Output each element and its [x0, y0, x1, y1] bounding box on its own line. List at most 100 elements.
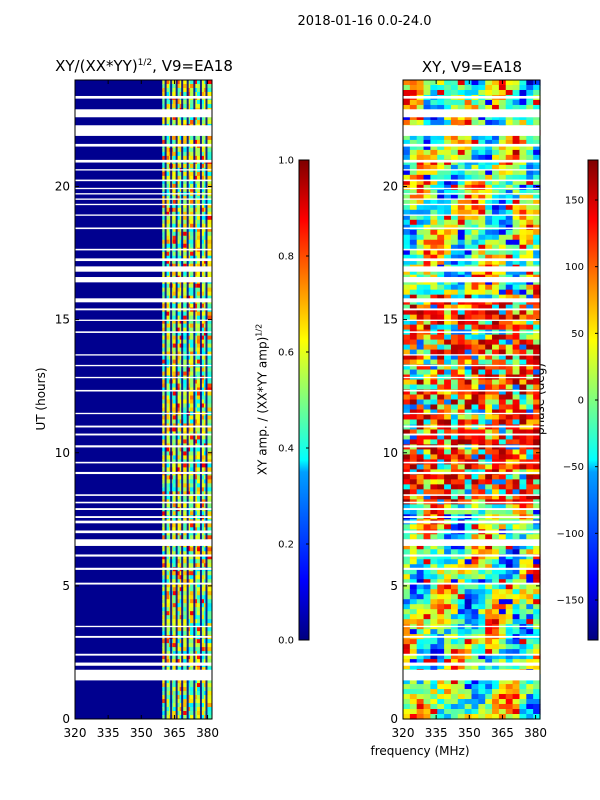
right-flagged-row — [403, 516, 540, 518]
right-heatmap-cell — [505, 119, 514, 126]
right-heatmap-cell — [403, 169, 411, 176]
left-heatmap-cell — [176, 511, 181, 516]
right-heatmap-cell — [430, 644, 438, 650]
left-heatmap-cell — [162, 151, 167, 157]
right-heatmap-cell — [416, 134, 425, 141]
right-heatmap-cell — [423, 259, 431, 266]
right-heatmap-cell — [409, 219, 418, 226]
right-heatmap-cell — [430, 284, 438, 291]
right-heatmap-cell — [416, 584, 425, 590]
right-heatmap-cell — [437, 219, 445, 226]
right-heatmap-cell — [416, 449, 425, 456]
left-heatmap-cell — [190, 379, 195, 385]
left-heatmap-cell — [162, 287, 167, 293]
left-heatmap-cell — [197, 251, 202, 257]
right-heatmap-cell — [471, 284, 479, 291]
left-heatmap-cell — [183, 367, 188, 373]
right-heatmap-cell — [492, 219, 500, 226]
left-heatmap-cell — [207, 575, 212, 580]
left-heatmap-cell — [193, 271, 198, 277]
right-heatmap-cell — [464, 454, 473, 461]
right-heatmap-cell — [505, 189, 514, 196]
left-heatmap-cell — [200, 195, 205, 201]
right-heatmap-cell — [423, 389, 431, 396]
right-heatmap-cell — [485, 309, 493, 316]
left-heatmap-cell — [172, 527, 177, 532]
right-heatmap-cell — [464, 284, 473, 291]
right-heatmap-cell — [457, 309, 466, 316]
left-heatmap-cell — [190, 483, 195, 488]
right-heatmap-cell — [478, 234, 486, 241]
right-heatmap-cell — [437, 454, 445, 461]
left-heatmap-cell — [162, 475, 167, 480]
right-heatmap-cell — [505, 364, 514, 371]
left-heatmap-cell — [200, 203, 205, 209]
right-heatmap-cell — [403, 369, 411, 376]
right-heatmap-cell — [464, 559, 473, 565]
right-heatmap-cell — [512, 244, 521, 251]
left-heatmap-cell — [162, 155, 167, 161]
left-heatmap-cell — [193, 399, 198, 405]
right-heatmap-cell — [533, 269, 541, 276]
left-heatmap-cell — [207, 367, 212, 373]
right-heatmap-cell — [526, 249, 534, 256]
left-flagged-row — [75, 298, 212, 303]
left-heatmap-cell — [197, 511, 202, 516]
right-heatmap-cell — [444, 234, 452, 241]
left-heatmap-cell — [190, 603, 195, 608]
left-heatmap-cell — [176, 487, 181, 492]
right-heatmap-cell — [403, 394, 411, 401]
right-heatmap-cell — [533, 344, 541, 351]
left-heatmap-cell — [183, 211, 188, 217]
right-heatmap-cell — [519, 439, 527, 446]
right-heatmap-cell — [526, 639, 534, 645]
left-heatmap-cell — [176, 523, 181, 528]
left-heatmap-cell — [207, 703, 212, 708]
left-heatmap-cell — [172, 535, 177, 540]
left-heatmap-cell — [165, 395, 170, 401]
right-heatmap-cell — [457, 249, 466, 256]
right-heatmap-cell — [519, 714, 527, 720]
right-heatmap-cell — [505, 434, 514, 441]
right-heatmap-cell — [409, 369, 418, 376]
right-heatmap-cell — [423, 159, 431, 166]
right-heatmap-cell — [444, 684, 452, 690]
left-heatmap-cell — [183, 395, 188, 401]
right-heatmap-cell — [423, 99, 431, 106]
right-heatmap-cell — [444, 599, 452, 605]
right-heatmap-cell — [505, 174, 514, 181]
right-heatmap-cell — [457, 214, 466, 221]
right-heatmap-cell — [403, 334, 411, 341]
right-heatmap-cell — [492, 269, 500, 276]
right-heatmap-cell — [403, 234, 411, 241]
right-heatmap-cell — [478, 684, 486, 690]
right-heatmap-cell — [519, 569, 527, 575]
left-heatmap-cell — [162, 379, 167, 385]
right-heatmap-cell — [464, 589, 473, 595]
left-heatmap-cell — [200, 227, 205, 233]
left-heatmap-cell — [172, 339, 177, 345]
right-heatmap-cell — [403, 489, 411, 495]
right-heatmap-cell — [498, 694, 507, 700]
right-heatmap-cell — [485, 574, 493, 580]
left-heatmap-cell — [207, 387, 212, 393]
right-heatmap-cell — [450, 99, 459, 106]
right-heatmap-cell — [505, 179, 514, 186]
right-heatmap-cell — [505, 704, 514, 710]
right-heatmap-cell — [437, 349, 445, 356]
right-heatmap-cell — [450, 559, 459, 565]
left-heatmap-cell — [176, 483, 181, 488]
right-heatmap-cell — [485, 384, 493, 391]
right-heatmap-cell — [498, 504, 507, 510]
right-heatmap-cell — [430, 139, 438, 146]
left-heatmap-cell — [190, 327, 195, 333]
right-heatmap-cell — [409, 189, 418, 196]
right-heatmap-cell — [403, 404, 411, 411]
right-heatmap-cell — [498, 379, 507, 386]
right-heatmap-cell — [526, 309, 534, 316]
right-heatmap-cell — [457, 479, 466, 485]
right-heatmap-cell — [450, 524, 459, 530]
left-heatmap-cell — [190, 319, 195, 325]
left-heatmap-cell — [193, 459, 198, 464]
right-flagged-row — [403, 298, 540, 303]
